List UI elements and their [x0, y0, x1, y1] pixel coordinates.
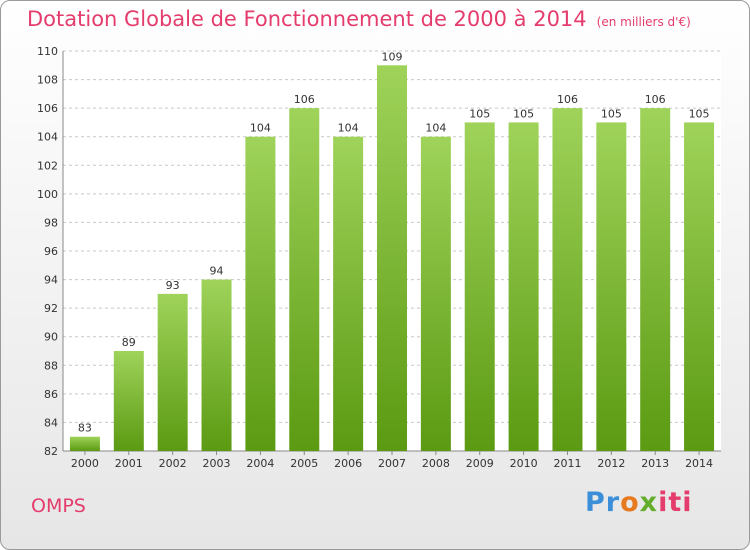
- y-tick-label: 86: [44, 388, 58, 401]
- bar: [289, 108, 320, 452]
- bar: [464, 122, 495, 451]
- y-tick-label: 98: [44, 216, 58, 229]
- x-tick-label: 2014: [685, 457, 713, 470]
- chart-title-text: Dotation Globale de Fonctionnement de 20…: [27, 7, 587, 31]
- bar-value-label: 105: [469, 107, 490, 120]
- bar-value-label: 105: [689, 107, 710, 120]
- x-tick-label: 2010: [510, 457, 538, 470]
- bar: [684, 122, 715, 451]
- x-tick-label: 2000: [71, 457, 99, 470]
- bar: [245, 136, 276, 451]
- y-tick-label: 92: [44, 302, 58, 315]
- x-tick-label: 2005: [290, 457, 318, 470]
- bar-value-label: 83: [78, 422, 92, 435]
- chart-title: Dotation Globale de Fonctionnement de 20…: [27, 7, 691, 31]
- y-tick-label: 94: [44, 274, 58, 287]
- x-tick-label: 2009: [466, 457, 494, 470]
- bar-value-label: 104: [425, 122, 446, 135]
- y-tick-label: 104: [37, 131, 58, 144]
- logo-part-3: x: [639, 487, 659, 518]
- x-tick-label: 2001: [115, 457, 143, 470]
- bar: [508, 122, 539, 451]
- bar: [596, 122, 627, 451]
- x-tick-label: 2002: [159, 457, 187, 470]
- y-tick-label: 106: [37, 102, 58, 115]
- bar: [333, 136, 364, 451]
- y-tick-label: 90: [44, 331, 58, 344]
- bar-value-label: 93: [166, 279, 180, 292]
- bar: [69, 436, 100, 451]
- y-tick-label: 100: [37, 188, 58, 201]
- bar-value-label: 94: [210, 265, 224, 278]
- logo-part-1: Pr: [585, 487, 621, 518]
- bar: [420, 136, 451, 451]
- bar-value-label: 104: [338, 122, 359, 135]
- bar-value-label: 106: [645, 93, 666, 106]
- chart-unit: (en milliers d'€): [596, 15, 691, 29]
- x-tick-label: 2012: [597, 457, 625, 470]
- bar: [377, 65, 407, 452]
- x-tick-label: 2004: [246, 457, 274, 470]
- bar: [157, 293, 188, 451]
- bar-value-label: 105: [513, 107, 534, 120]
- logo-part-2: o: [620, 487, 640, 518]
- bar-chart: 82 84 86 88 90 92 94 96 98 100 102 104 106 108 110 83 20…: [37, 45, 721, 470]
- y-tick-label: 82: [44, 445, 58, 458]
- bar-value-label: 106: [557, 93, 578, 106]
- bar: [552, 108, 583, 452]
- bar-value-label: 104: [250, 122, 271, 135]
- bar-value-label: 89: [122, 336, 136, 349]
- x-tick-label: 2007: [378, 457, 406, 470]
- x-tick-label: 2008: [422, 457, 450, 470]
- bar-value-label: 105: [601, 107, 622, 120]
- bar: [201, 279, 232, 451]
- y-tick-label: 88: [44, 359, 58, 372]
- x-tick-label: 2003: [203, 457, 231, 470]
- bar: [640, 108, 671, 452]
- bar: [113, 351, 144, 451]
- bar-value-label: 109: [382, 50, 403, 63]
- y-tick-label: 102: [37, 159, 58, 172]
- x-tick-label: 2011: [553, 457, 581, 470]
- y-tick-label: 84: [44, 416, 58, 429]
- y-tick-label: 108: [37, 74, 58, 87]
- y-tick-label: 96: [44, 245, 58, 258]
- y-tick-label: 110: [37, 45, 58, 58]
- commune-name: OMPS: [31, 495, 86, 517]
- logo-part-4: iti: [658, 487, 693, 518]
- x-tick-label: 2013: [641, 457, 669, 470]
- x-tick-label: 2006: [334, 457, 362, 470]
- proxiti-logo: Proxiti: [585, 487, 693, 518]
- bar-value-label: 106: [294, 93, 315, 106]
